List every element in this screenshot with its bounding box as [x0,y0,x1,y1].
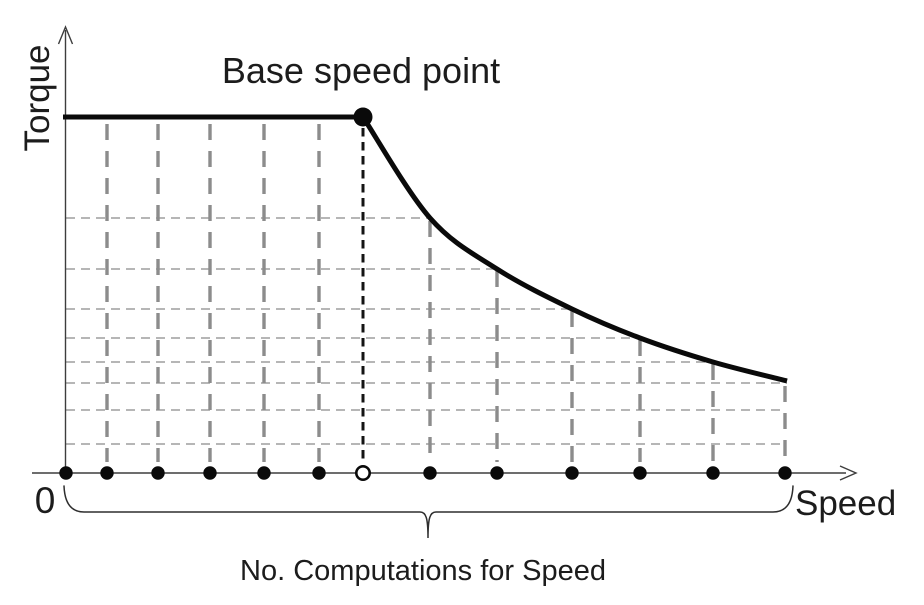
speed-sample-dot [257,466,271,480]
base-speed-dot [353,107,373,127]
speed-sample-dot [100,466,114,480]
speed-sample-dot [490,466,504,480]
torque-curve [360,115,788,384]
speed-sample-dot [565,466,579,480]
speed-sample-dot [203,466,217,480]
y-axis-label: Torque [18,44,57,152]
base-speed-annotation: Base speed point [221,50,501,91]
speed-sample-dot [151,466,165,480]
origin-tick-label: 0 [34,480,56,521]
base-speed-open-dot [354,464,371,481]
brace-label: No. Computations for Speed [240,555,606,587]
computations-brace [63,485,794,539]
speed-sample-dot [59,466,73,480]
speed-sample-dot [706,466,720,480]
x-axis-arrowhead [839,465,858,481]
speed-sample-dot [633,466,647,480]
y-axis-arrowhead [57,25,74,45]
x-axis-label: Speed [795,484,897,523]
speed-sample-dot [312,466,326,480]
speed-sample-dot [423,466,437,480]
speed-sample-dot [778,466,792,480]
